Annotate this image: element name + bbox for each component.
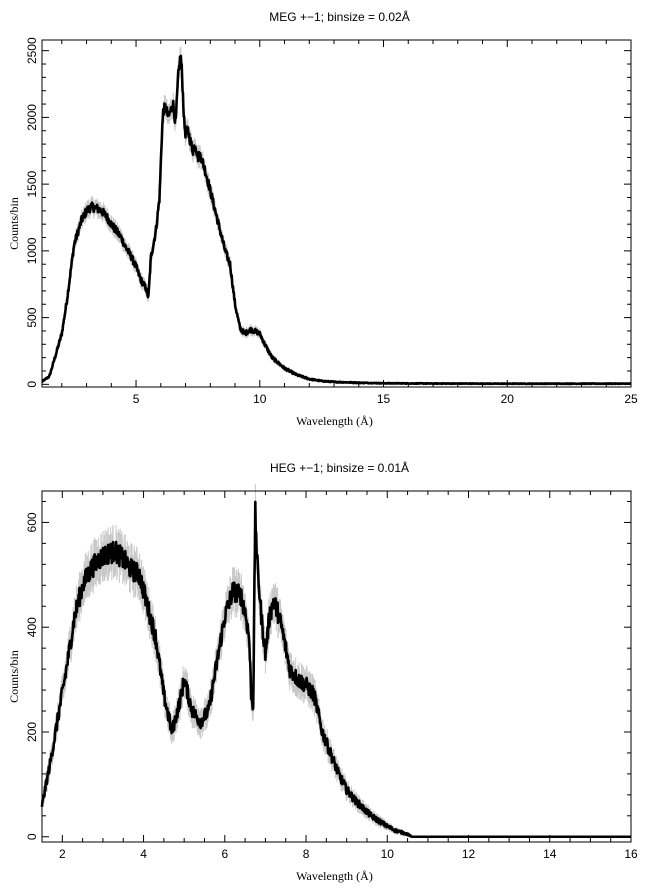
meg-x-axis-label: Wavelength (Å) [296, 414, 373, 428]
heg-x-tick-label: 12 [462, 847, 476, 861]
meg-x-tick-label: 25 [624, 392, 638, 406]
meg-y-tick-label: 1000 [25, 237, 39, 264]
heg-y-axis-label: Counts/bin [7, 650, 21, 703]
heg-x-tick-label: 14 [543, 847, 557, 861]
meg-plot-frame [41, 39, 632, 388]
meg-y-axis-label: Counts/bin [7, 197, 21, 250]
heg-y-tick-label: 600 [25, 512, 39, 532]
meg-panel: MEG +−1; binsize = 0.02Å 5 10 15 20 25 0 500 100… [7, 9, 638, 428]
meg-spectrum-line [41, 54, 632, 386]
heg-y-tick-label: 200 [25, 722, 39, 742]
heg-x-tick-label: 2 [59, 847, 66, 861]
heg-x-tick-label: 6 [221, 847, 228, 861]
meg-x-tick-label: 10 [253, 392, 267, 406]
heg-y-tick-label: 400 [25, 617, 39, 637]
meg-x-tick-label: 5 [133, 392, 140, 406]
heg-x-tick-label: 16 [624, 847, 638, 861]
meg-y-tick-label: 1500 [25, 170, 39, 197]
meg-y-tick-label: 500 [25, 307, 39, 327]
meg-error-bars [41, 46, 632, 385]
heg-x-tick-label: 4 [140, 847, 147, 861]
meg-y-tick-label: 2000 [25, 104, 39, 131]
heg-panel: HEG +−1; binsize = 0.01Å 2 4 6 8 10 12 14 16 0 200… [7, 460, 638, 883]
meg-x-tick-label: 15 [377, 392, 391, 406]
heg-error-bars [41, 483, 632, 838]
meg-y-tick-label: 0 [25, 381, 39, 388]
heg-y-tick-label: 0 [25, 833, 39, 840]
meg-y-tick-label: 2500 [25, 37, 39, 64]
heg-x-tick-label: 8 [303, 847, 310, 861]
heg-spectrum-line [40, 500, 632, 839]
heg-x-axis-label: Wavelength (Å) [296, 869, 373, 883]
meg-x-tick-label: 20 [501, 392, 515, 406]
heg-chart-title: HEG +−1; binsize = 0.01Å [270, 460, 409, 475]
heg-plot-frame [41, 490, 632, 843]
meg-chart-title: MEG +−1; binsize = 0.02Å [269, 9, 409, 24]
heg-x-tick-label: 10 [381, 847, 395, 861]
